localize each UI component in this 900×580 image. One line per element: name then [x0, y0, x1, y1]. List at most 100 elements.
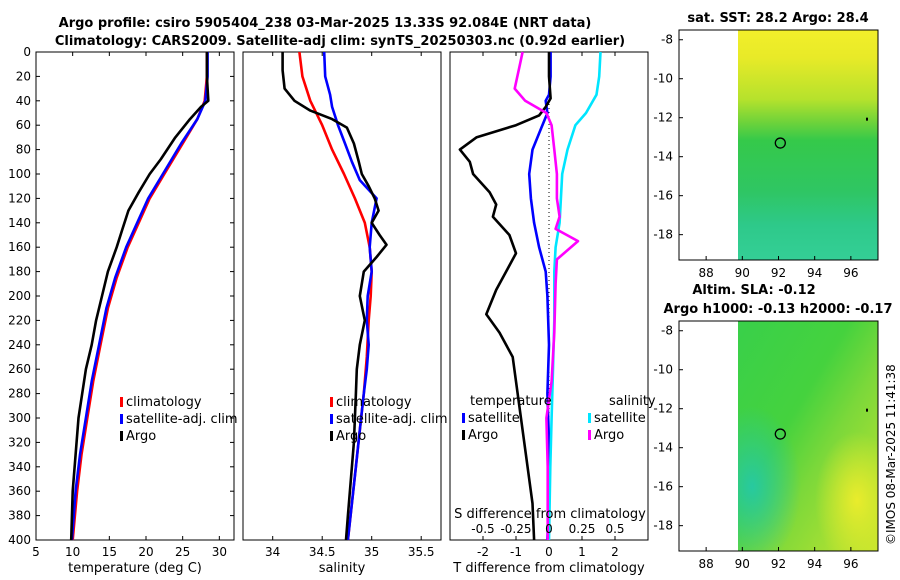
temperature-ytick-label: 240 [8, 338, 31, 352]
temperature-ytick-label: 120 [8, 191, 31, 205]
temperature-ytick-label: 60 [16, 118, 31, 132]
sst_map-xtick-label: 92 [771, 266, 786, 280]
legend-swatch [120, 414, 123, 424]
sst_map-xtick-label: 88 [698, 266, 713, 280]
sst_map-ytick-label: -16 [653, 189, 673, 203]
sla_map-island-marker [866, 408, 868, 412]
sla-map: Altim. SLA: -0.12 Argo h1000: -0.13 h200… [653, 283, 892, 571]
temperature-panel: 0 20 40 60 80 100 120 140 160 180 200 220 240 260 280 3… [8, 45, 238, 576]
sla_map-xtick-label: 88 [698, 557, 713, 571]
salinity-xtick-label: 34 [265, 545, 280, 559]
difference-xtick-label: 0 [545, 545, 553, 559]
temperature-ytick-label: 140 [8, 216, 31, 230]
sla_map-ytick-label: -12 [653, 402, 673, 416]
temperature-xtick-label: 10 [65, 545, 80, 559]
legend-label: Argo [126, 429, 156, 444]
temperature-ytick-label: 20 [16, 69, 31, 83]
legend-label: satellite-adj. clim [336, 412, 448, 427]
sla_map-ytick-label: -8 [661, 324, 673, 338]
salinity-xlabel: salinity [319, 561, 366, 576]
sla-map-title: Altim. SLA: -0.12 [692, 283, 815, 298]
legend-label: Argo [336, 429, 366, 444]
temperature-ytick-label: 340 [8, 460, 31, 474]
sst_map-ytick-label: -14 [653, 150, 673, 164]
temperature-ytick-label: 400 [8, 533, 31, 547]
series-line-satellite-adj-clim [322, 51, 378, 541]
sst-map: sat. SST: 28.2 Argo: 28.4 88 90 92 94 96 -8 -1… [653, 11, 879, 280]
legend-swatch [588, 413, 591, 423]
series-line-satellite-adj-clim [70, 52, 209, 541]
series-line-s-satellite [547, 51, 602, 541]
temperature-xtick-label: 5 [32, 545, 40, 559]
sla_map-ytick-label: -18 [653, 519, 673, 533]
legend-label: satellite [594, 411, 646, 426]
footer-timestamp: ©IMOS 08-Mar-2025 11:41:38 [884, 364, 898, 545]
legend-swatch [120, 431, 123, 441]
salinity-xtick-label: 35 [364, 545, 379, 559]
sst_map-xtick-label: 94 [807, 266, 822, 280]
temperature-xtick-label: 15 [102, 545, 117, 559]
legend-title-salinity: salinity [609, 394, 656, 409]
temperature-ytick-label: 320 [8, 435, 31, 449]
sst_map-ytick-label: -10 [653, 72, 673, 86]
series-line-s-argo [513, 51, 580, 540]
temperature-ytick-label: 300 [8, 411, 31, 425]
temperature-ytick-label: 200 [8, 289, 31, 303]
temperature-frame [35, 51, 235, 541]
sla_map-xtick-label: 94 [807, 557, 822, 571]
legend-swatch [462, 430, 465, 440]
difference-xlabel: T difference from climatology [452, 561, 645, 576]
legend-label: Argo [594, 428, 624, 443]
series-line-argo [281, 52, 388, 541]
difference-xtick-label: 2 [611, 545, 619, 559]
temperature-ytick-label: 40 [16, 94, 31, 108]
temperature-ytick-label: 100 [8, 167, 31, 181]
legend-label: satellite [468, 411, 520, 426]
sla_map-xtick-label: 90 [735, 557, 750, 571]
legend-swatch [330, 414, 333, 424]
legend-swatch [330, 431, 333, 441]
difference-xtick-label: 1 [578, 545, 586, 559]
legend-title-temperature: temperature [470, 394, 552, 409]
temperature-ytick-label: 260 [8, 362, 31, 376]
series-line-argo [69, 52, 210, 541]
temperature-ytick-label: 160 [8, 240, 31, 254]
difference-top-xlabel: S difference from climatology [454, 507, 646, 522]
sst_map-ytick-label: -12 [653, 111, 673, 125]
temperature-xtick-label: 30 [212, 545, 227, 559]
difference-panel: -2 -1 0 1 2 T difference from climatology S di… [449, 51, 656, 576]
sst_map-island-marker [866, 117, 868, 121]
difference-xtick-label: -2 [477, 545, 489, 559]
sst_map-ytick-label: -18 [653, 228, 673, 242]
difference-top-xtick-label: 0.5 [605, 522, 624, 536]
sst-heatmap [738, 30, 878, 260]
sst_map-ytick-label: -8 [661, 33, 673, 47]
temperature-ytick-label: 280 [8, 387, 31, 401]
temperature-ytick-label: 220 [8, 313, 31, 327]
sla_map-xtick-label: 96 [843, 557, 858, 571]
sla_map-ytick-label: -10 [653, 363, 673, 377]
series-line-t-argo [458, 52, 552, 541]
legend-label: climatology [126, 395, 202, 410]
sla-map-subtitle: Argo h1000: -0.13 h2000: -0.17 [663, 302, 892, 317]
temperature-ytick-label: 180 [8, 265, 31, 279]
legend-swatch [330, 397, 333, 407]
sla_map-argo-marker [774, 428, 786, 440]
legend-label: climatology [336, 395, 412, 410]
sst_map-argo-marker [774, 137, 786, 149]
sla-heatmap-high [738, 321, 878, 551]
sst_map-xtick-label: 90 [735, 266, 750, 280]
legend-swatch [120, 397, 123, 407]
legend-label: satellite-adj. clim [126, 412, 238, 427]
temperature-ytick-label: 380 [8, 509, 31, 523]
salinity-xtick-label: 34.5 [309, 545, 336, 559]
figure-title-line1: Argo profile: csiro 5905404_238 03-Mar-2… [59, 16, 592, 31]
sla_map-xtick-label: 92 [771, 557, 786, 571]
salinity-panel: 34 34.5 35 35.5 salinity climatology satellite… [242, 51, 448, 576]
figure-title-line2: Climatology: CARS2009. Satellite-adj cli… [55, 34, 625, 49]
legend-swatch [588, 430, 591, 440]
salinity-xtick-label: 35.5 [408, 545, 435, 559]
temperature-xlabel: temperature (deg C) [68, 561, 202, 576]
difference-xtick-label: -1 [510, 545, 522, 559]
